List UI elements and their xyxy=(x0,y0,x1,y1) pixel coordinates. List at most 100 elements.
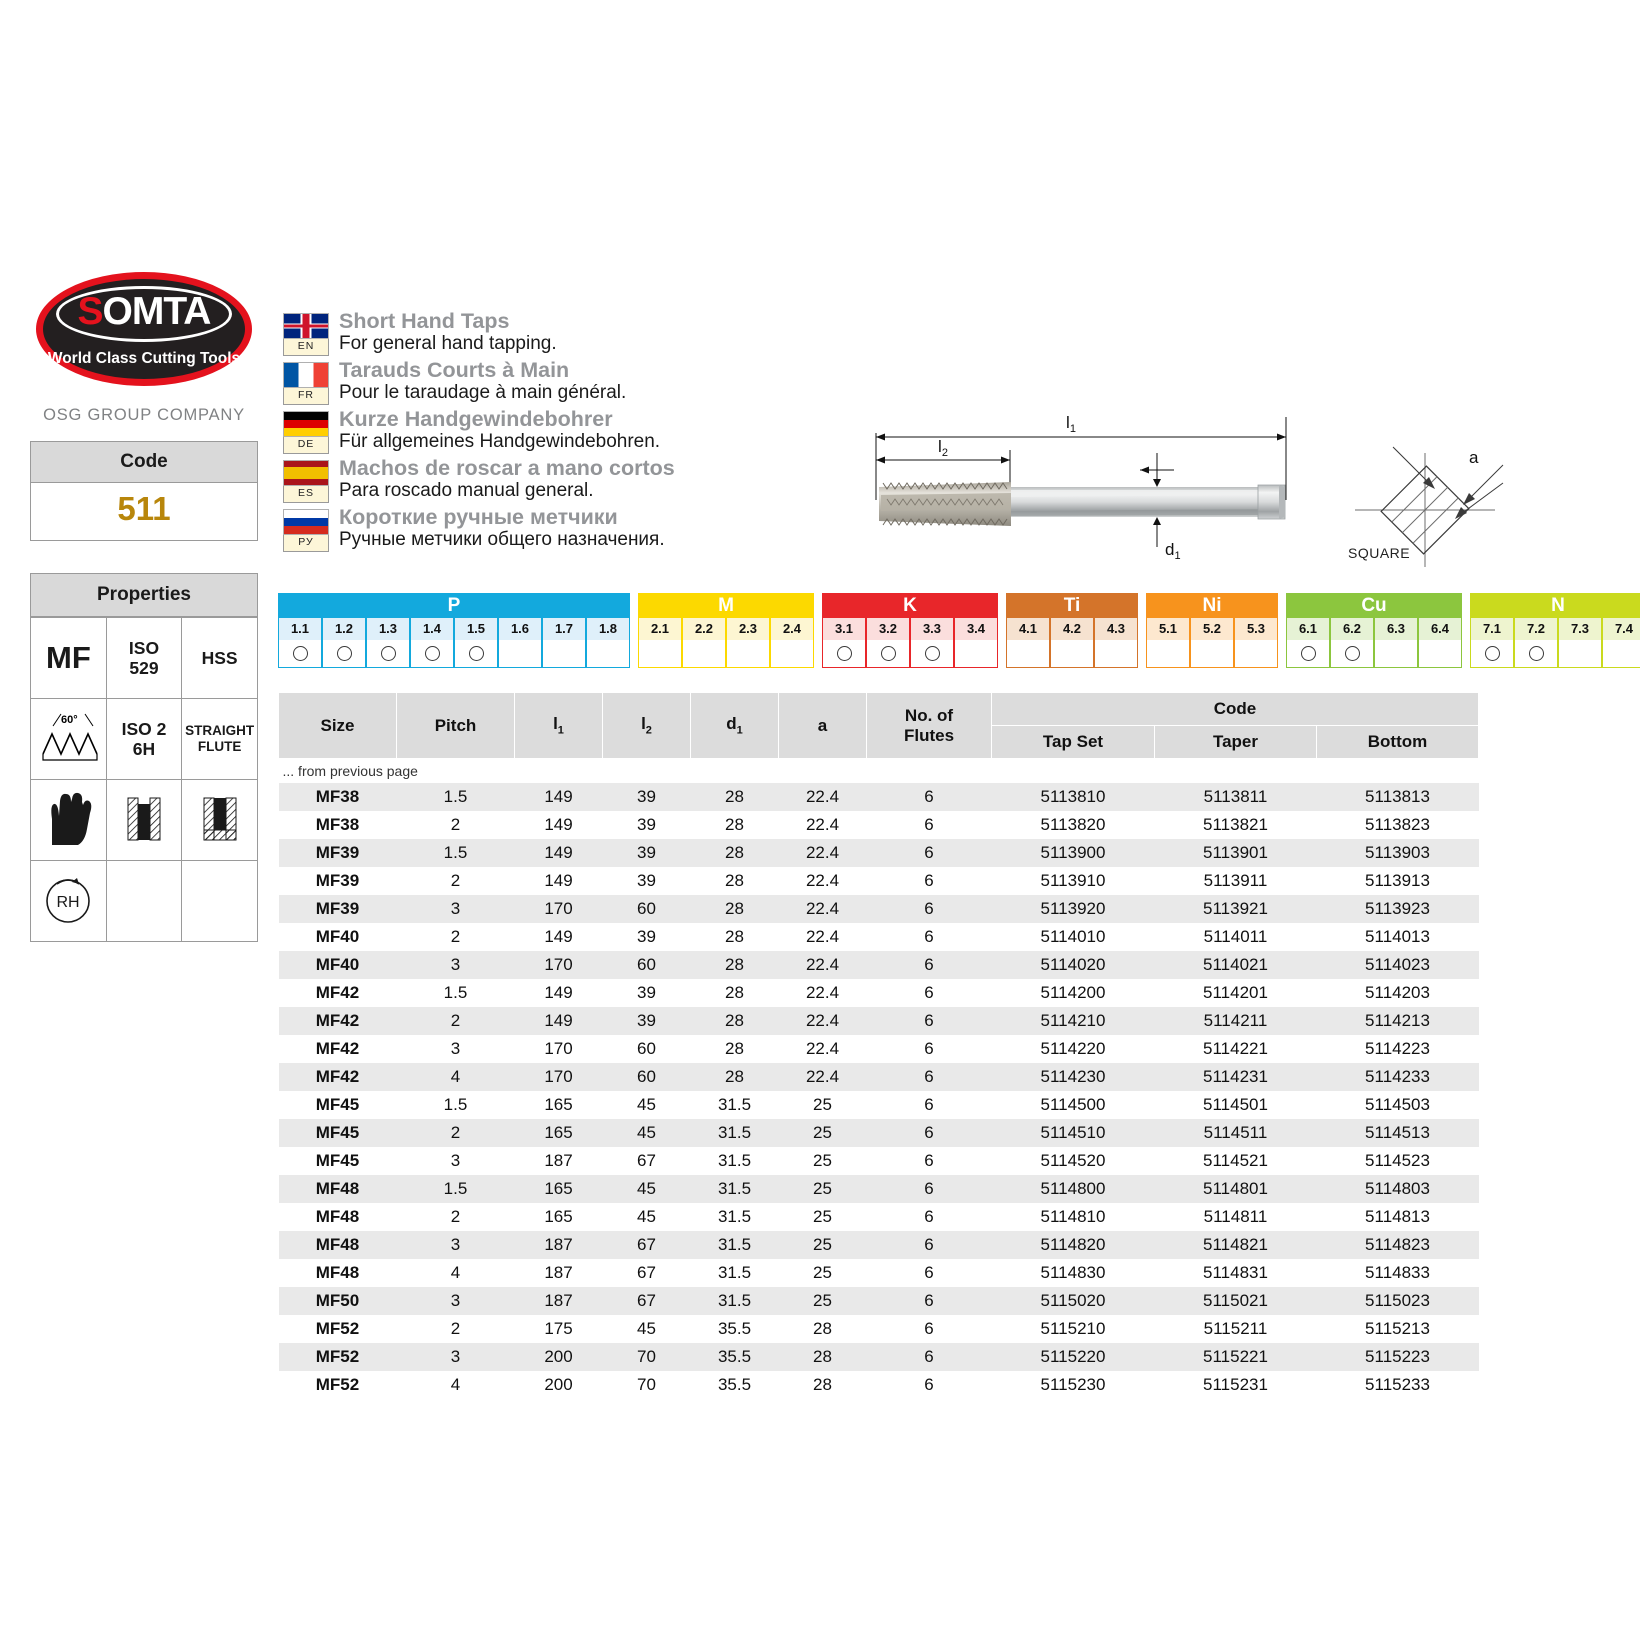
material-cell-1.2[interactable]: 1.2 xyxy=(322,618,366,668)
properties-box: Properties MF ISO 529 HSS 60° xyxy=(30,573,258,942)
cell-a: 22.4 xyxy=(778,783,867,811)
material-cell-id-3.4: 3.4 xyxy=(954,618,998,640)
material-cell-3.1[interactable]: 3.1 xyxy=(822,618,866,668)
cell-d1: 35.5 xyxy=(690,1343,779,1371)
table-row[interactable]: MF38 2 149 39 28 22.4 6 5113820 5113821 5113823 xyxy=(279,811,1479,839)
material-cell-4.1[interactable]: 4.1 xyxy=(1006,618,1050,668)
material-cell-6.1[interactable]: 6.1 xyxy=(1286,618,1330,668)
material-cell-5.1[interactable]: 5.1 xyxy=(1146,618,1190,668)
cell-bottom: 5113903 xyxy=(1316,839,1479,867)
material-cell-7.3[interactable]: 7.3 xyxy=(1558,618,1602,668)
cell-l2: 70 xyxy=(602,1343,691,1371)
material-cell-6.4[interactable]: 6.4 xyxy=(1418,618,1462,668)
cell-a: 25 xyxy=(813,1207,832,1226)
cell-d1: 35.5 xyxy=(717,1319,752,1338)
cell-taper: 5114511 xyxy=(1154,1119,1317,1147)
cell-pitch: 2 xyxy=(450,1207,461,1226)
material-cell-1.5[interactable]: 1.5 xyxy=(454,618,498,668)
logo-inner-ellipse xyxy=(56,286,232,342)
cell-flutes: 6 xyxy=(924,1039,934,1058)
applicability-circle-icon xyxy=(336,646,352,661)
language-code-es: ES xyxy=(283,486,329,503)
material-cell-3.2[interactable]: 3.2 xyxy=(866,618,910,668)
cell-flutes: 6 xyxy=(866,1287,992,1315)
cell-tap-set: 5113900 xyxy=(991,839,1155,867)
table-row[interactable]: MF48 3 187 67 31.5 25 6 5114820 5114821 5114823 xyxy=(278,1231,1479,1259)
table-row[interactable]: MF52 4 200 70 35.5 28 6 5115230 5115231 5115233 xyxy=(279,1371,1479,1399)
property-straight-flute: STRAIGHT FLUTE xyxy=(181,698,257,780)
cell-taper: 5114221 xyxy=(1203,1039,1268,1058)
cell-d1: 31.5 xyxy=(717,1151,752,1170)
material-cell-3.3[interactable]: 3.3 xyxy=(910,618,954,668)
applicability-circle-icon xyxy=(468,646,484,661)
table-row[interactable]: MF42 4 170 60 28 22.4 6 5114230 5114231 5114233 xyxy=(278,1063,1479,1091)
table-row[interactable]: MF45 1.5 165 45 31.5 25 6 5114500 5114501 5114503 xyxy=(279,1091,1479,1119)
material-cell-7.1[interactable]: 7.1 xyxy=(1470,618,1514,668)
table-row[interactable]: MF52 2 175 45 35.5 28 6 5115210 5115211 5115213 xyxy=(279,1315,1479,1343)
material-cell-1.8[interactable]: 1.8 xyxy=(586,618,630,668)
material-cell-3.4[interactable]: 3.4 xyxy=(954,618,998,668)
cell-d1: 28 xyxy=(725,1039,744,1058)
material-group-label-n: N xyxy=(1470,593,1640,618)
material-cell-id-2.2: 2.2 xyxy=(682,618,726,640)
material-cell-4.2[interactable]: 4.2 xyxy=(1050,618,1094,668)
material-cell-1.1[interactable]: 1.1 xyxy=(278,618,322,668)
col-header-l2: l2 xyxy=(602,692,691,759)
cell-l2: 45 xyxy=(602,1119,691,1147)
material-cell-1.6[interactable]: 1.6 xyxy=(498,618,542,668)
material-cell-5.2[interactable]: 5.2 xyxy=(1190,618,1234,668)
table-row[interactable]: MF39 3 170 60 28 22.4 6 5113920 5113921 5113923 xyxy=(278,895,1479,923)
table-row[interactable]: MF39 1.5 149 39 28 22.4 6 5113900 5113901 5113903 xyxy=(278,839,1479,867)
table-row[interactable]: MF42 3 170 60 28 22.4 6 5114220 5114221 5114223 xyxy=(279,1035,1479,1063)
cell-size: MF39 xyxy=(315,871,360,890)
table-row[interactable]: MF45 2 165 45 31.5 25 6 5114510 5114511 5114513 xyxy=(278,1119,1479,1147)
cell-flutes: 6 xyxy=(924,927,934,946)
logo-tagline: World Class Cutting Tools xyxy=(47,350,241,367)
cell-a: 28 xyxy=(778,1343,867,1371)
material-cell-2.3[interactable]: 2.3 xyxy=(726,618,770,668)
cell-pitch: 2 xyxy=(450,1319,461,1338)
cell-flutes: 6 xyxy=(924,1263,934,1282)
table-row[interactable]: MF52 3 200 70 35.5 28 6 5115220 5115221 5115223 xyxy=(278,1343,1479,1371)
material-cell-id-6.2: 6.2 xyxy=(1330,618,1374,640)
cell-d1: 28 xyxy=(690,1063,779,1091)
cell-size: MF45 xyxy=(315,1151,360,1170)
property-iso-529-line2: 529 xyxy=(129,658,159,678)
table-row[interactable]: MF40 3 170 60 28 22.4 6 5114020 5114021 5114023 xyxy=(278,951,1479,979)
material-cell-1.4[interactable]: 1.4 xyxy=(410,618,454,668)
material-cell-1.3[interactable]: 1.3 xyxy=(366,618,410,668)
col-header-flutes-line2: Flutes xyxy=(903,725,955,745)
table-row[interactable]: MF40 2 149 39 28 22.4 6 5114010 5114011 5114013 xyxy=(279,923,1479,951)
table-row[interactable]: MF48 1.5 165 45 31.5 25 6 5114800 5114801 5114803 xyxy=(278,1175,1479,1203)
col-header-l2-text: l xyxy=(641,714,646,734)
material-cell-2.4[interactable]: 2.4 xyxy=(770,618,814,668)
table-row[interactable]: MF39 2 149 39 28 22.4 6 5113910 5113911 5113913 xyxy=(279,867,1479,895)
material-cell-1.7[interactable]: 1.7 xyxy=(542,618,586,668)
table-row[interactable]: MF50 3 187 67 31.5 25 6 5115020 5115021 5115023 xyxy=(278,1287,1479,1315)
table-row[interactable]: MF42 1.5 149 39 28 22.4 6 5114200 5114201 5114203 xyxy=(279,979,1479,1007)
cell-l2: 39 xyxy=(637,927,656,946)
material-cell-4.3[interactable]: 4.3 xyxy=(1094,618,1138,668)
material-group-label-p: P xyxy=(278,593,630,618)
table-row[interactable]: MF48 2 165 45 31.5 25 6 5114810 5114811 5114813 xyxy=(279,1203,1479,1231)
table-row[interactable]: MF42 2 149 39 28 22.4 6 5114210 5114211 5114213 xyxy=(278,1007,1479,1035)
cell-flutes: 6 xyxy=(924,983,934,1002)
cell-size: MF42 xyxy=(278,1007,397,1035)
table-row[interactable]: MF45 3 187 67 31.5 25 6 5114520 5114521 5114523 xyxy=(279,1147,1479,1175)
cell-a: 22.4 xyxy=(805,927,840,946)
col-header-d1-sub: 1 xyxy=(736,724,743,737)
material-cell-2.1[interactable]: 2.1 xyxy=(638,618,682,668)
cell-l1: 187 xyxy=(514,1287,603,1315)
material-cell-7.2[interactable]: 7.2 xyxy=(1514,618,1558,668)
material-cell-5.3[interactable]: 5.3 xyxy=(1234,618,1278,668)
table-row[interactable]: MF38 1.5 149 39 28 22.4 6 5113810 5113811 5113813 xyxy=(278,783,1479,811)
material-cell-2.2[interactable]: 2.2 xyxy=(682,618,726,668)
material-cell-7.4[interactable]: 7.4 xyxy=(1602,618,1640,668)
material-cell-id-7.3: 7.3 xyxy=(1558,618,1602,640)
table-row[interactable]: MF48 4 187 67 31.5 25 6 5114830 5114831 5114833 xyxy=(279,1259,1479,1287)
product-title-de: Kurze Handgewindebohrer xyxy=(339,407,613,431)
material-cell-marker-1.1 xyxy=(278,640,322,668)
material-cell-6.2[interactable]: 6.2 xyxy=(1330,618,1374,668)
cell-pitch: 1.5 xyxy=(396,839,515,867)
material-cell-6.3[interactable]: 6.3 xyxy=(1374,618,1418,668)
